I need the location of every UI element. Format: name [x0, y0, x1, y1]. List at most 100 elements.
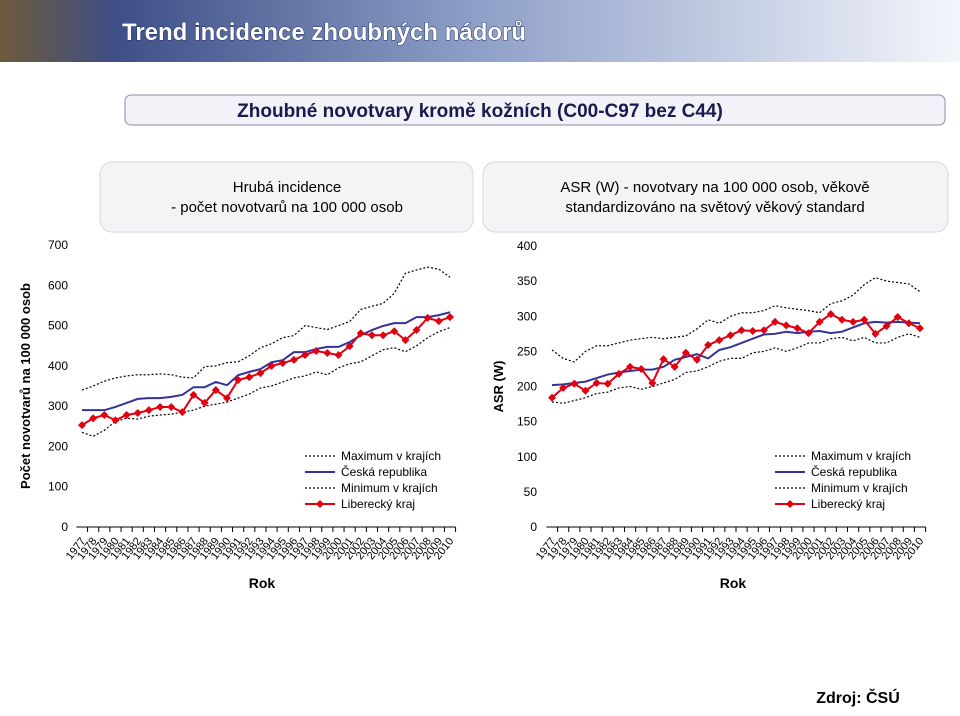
series-line — [551, 333, 921, 404]
y-tick-label: 100 — [48, 480, 68, 494]
data-point — [603, 379, 612, 388]
header-band — [0, 0, 960, 62]
data-point — [748, 327, 757, 336]
series-line — [551, 312, 921, 399]
data-point — [356, 329, 365, 338]
legend-label: Liberecký kraj — [341, 497, 415, 511]
data-point — [637, 364, 646, 373]
data-point — [167, 402, 176, 411]
subtitle-box — [124, 94, 946, 126]
data-point — [648, 378, 657, 387]
data-point — [860, 315, 869, 324]
series-line — [82, 311, 451, 412]
data-point — [446, 313, 454, 322]
data-point — [412, 326, 421, 335]
chart-title: - počet novotvarů na 100 000 osob — [171, 199, 403, 216]
y-tick-label: 150 — [517, 415, 537, 429]
data-point — [234, 375, 243, 384]
data-point — [211, 386, 220, 395]
data-point — [916, 324, 924, 333]
data-point — [178, 408, 187, 417]
legend-label: Česká republika — [811, 464, 897, 479]
data-point — [267, 361, 276, 370]
y-axis-label: ASR (W) — [491, 361, 506, 413]
source: Zdroj: ČSÚ — [816, 688, 900, 707]
data-point — [626, 362, 635, 371]
y-tick-label: 500 — [48, 319, 68, 333]
data-point — [278, 359, 287, 368]
data-point — [904, 319, 913, 328]
data-point — [379, 331, 388, 340]
series-line — [81, 316, 451, 426]
data-point — [715, 336, 724, 345]
data-point — [122, 411, 131, 420]
data-point — [111, 416, 120, 425]
legend-marker — [786, 500, 794, 508]
data-point — [659, 355, 668, 364]
slide-title: Trend incidence zhoubných nádorů — [122, 19, 526, 46]
data-point — [367, 331, 376, 340]
y-tick-label: 300 — [48, 399, 68, 413]
data-point — [726, 331, 735, 340]
data-point — [670, 362, 679, 371]
chart-title: standardizováno na světový věkový standa… — [565, 199, 864, 216]
data-point — [882, 322, 891, 331]
data-point — [815, 317, 824, 326]
legend-marker — [316, 500, 324, 508]
y-tick-label: 0 — [61, 520, 68, 534]
data-point — [401, 336, 410, 345]
panel-left — [99, 161, 474, 233]
legend-label: Česká republika — [341, 464, 427, 479]
data-point — [323, 348, 332, 357]
data-point — [200, 398, 209, 407]
y-tick-label: 200 — [517, 380, 537, 394]
data-point — [548, 393, 556, 402]
data-point — [144, 406, 153, 415]
data-point — [782, 321, 791, 330]
series-line — [551, 320, 921, 387]
legend-label: Liberecký kraj — [811, 497, 885, 511]
data-point — [256, 369, 265, 378]
panel-right — [482, 161, 949, 233]
chart-title: ASR (W) - novotvary na 100 000 osob, věk… — [560, 179, 869, 196]
data-point — [559, 383, 568, 392]
y-tick-label: 400 — [48, 359, 68, 373]
data-point — [614, 369, 623, 378]
data-point — [704, 341, 713, 350]
data-point — [570, 379, 579, 388]
charts: Hrubá incidence - počet novotvarů na 100 … — [18, 179, 926, 591]
y-tick-label: 200 — [48, 439, 68, 453]
data-point — [245, 373, 254, 382]
data-point — [222, 394, 231, 403]
y-tick-label: 400 — [517, 239, 537, 253]
y-tick-label: 300 — [517, 309, 537, 323]
y-tick-label: 350 — [517, 274, 537, 288]
legend-label: Maximum v krajích — [341, 449, 441, 463]
data-point — [156, 402, 165, 411]
data-point — [133, 408, 142, 417]
data-point — [681, 348, 690, 357]
series-line — [551, 276, 921, 363]
data-point — [826, 310, 835, 319]
data-point — [771, 317, 780, 326]
legend-label: Minimum v krajích — [811, 481, 908, 495]
data-point — [692, 355, 701, 364]
chart-title: Hrubá incidence — [233, 179, 341, 196]
data-point — [759, 326, 768, 335]
data-point — [893, 312, 902, 321]
data-point — [804, 329, 813, 338]
data-point — [871, 329, 880, 338]
data-point — [334, 350, 343, 359]
data-point — [581, 386, 590, 395]
data-point — [289, 355, 298, 364]
data-point — [837, 315, 846, 324]
data-point — [793, 324, 802, 333]
y-tick-label: 600 — [48, 278, 68, 292]
x-axis-label: Rok — [249, 575, 276, 591]
data-point — [189, 390, 198, 399]
subtitle: Zhoubné novotvary kromě kožních (C00-C97… — [237, 101, 723, 122]
data-point — [849, 317, 858, 326]
data-point — [434, 317, 443, 326]
data-point — [312, 346, 321, 355]
